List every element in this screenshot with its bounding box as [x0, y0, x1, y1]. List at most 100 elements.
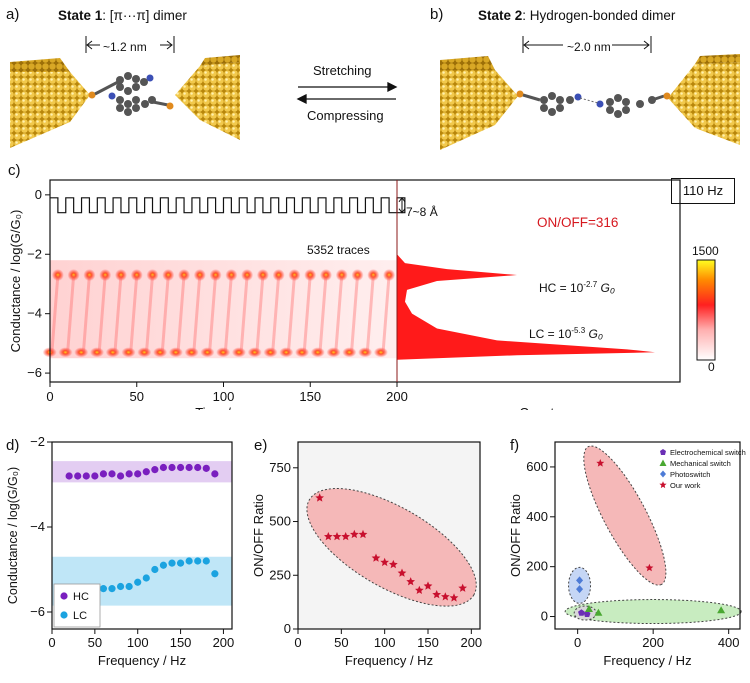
ratio-star-point [397, 568, 407, 577]
lc-point [159, 561, 168, 569]
lc-point [134, 578, 142, 586]
transition-streak [97, 274, 107, 353]
hc-hotspot [130, 269, 143, 282]
transition-streak [192, 274, 202, 353]
electrochemical-switch-point [583, 610, 591, 618]
panel-a-distance: ~1.2 nm [103, 40, 147, 54]
panel-d-legend [53, 583, 101, 628]
transition-streak [381, 274, 391, 353]
hc-hotspot [209, 269, 222, 282]
lc-hotspot [279, 347, 294, 358]
hc-point [116, 472, 125, 480]
transition-streak [318, 274, 328, 353]
ratio-star-point [415, 585, 424, 594]
lc-hotspot [295, 347, 310, 358]
hc-hotspot [241, 269, 254, 282]
panel-c-counts-label: Counts [519, 405, 561, 410]
x-tick-label: 100 [127, 635, 149, 650]
mechanical-switch-point [717, 606, 726, 614]
y-tick-label: 0 [541, 609, 548, 624]
ratio-star-point [458, 583, 467, 592]
transition-streak [176, 274, 186, 353]
transition-streak [129, 274, 139, 353]
panel-b-title-bold: State 2 [478, 8, 523, 23]
lc-hotspot [358, 347, 373, 358]
x-tick-label: 0 [574, 635, 581, 650]
transition-streak [160, 274, 170, 353]
y-tick-label: −4 [27, 306, 42, 321]
x-tick-label: 200 [460, 635, 482, 650]
hc-hotspot [114, 269, 127, 282]
panel-c-chart: 0 50 100 150 200 0 −2 −4 −6 Time / ms Counts Conduc… [8, 179, 716, 410]
x-tick-label: 50 [334, 635, 348, 650]
lc-hotspot [231, 347, 246, 358]
lc-hotspot [310, 347, 325, 358]
step-size-label: 7~8 Å [406, 205, 438, 219]
hc-level-label: HC = 10-2.7 G₀ [539, 280, 615, 295]
hc-hotspot [256, 269, 269, 282]
our-work-point [645, 563, 654, 572]
x-tick-label: 150 [170, 635, 192, 650]
legend-our-work-marker [659, 481, 667, 489]
step-arrow-head-bottom [398, 208, 406, 214]
legend-photoswitch-label: Photoswitch [670, 470, 710, 479]
step-arrow-head-top [398, 196, 406, 203]
y-tick-label: 0 [284, 621, 291, 636]
panel-a-distance-marker [85, 36, 175, 53]
hc-exponent: -2.7 [583, 280, 598, 289]
x-tick-label: 50 [130, 389, 144, 404]
panel-d-ylabel: Conductance / log(G/G₀) [6, 467, 20, 604]
ratio-star-point [358, 529, 368, 539]
transition-streak [302, 274, 312, 353]
stretching-label: Stretching [313, 63, 372, 78]
lc-hotspot [373, 347, 388, 358]
panel-c-xlabel: Time / ms [195, 405, 252, 410]
lc-point [211, 570, 219, 578]
transition-streak [271, 274, 281, 353]
x-tick-label: 100 [213, 389, 235, 404]
x-tick-label: 150 [417, 635, 439, 650]
panel-a-title: State 1: [π···π] dimer [58, 8, 187, 23]
our-work-point [596, 459, 605, 467]
panel-b-title: State 2: Hydrogen-bonded dimer [478, 8, 675, 23]
lc-hotspot [137, 347, 152, 358]
lc-point [151, 565, 159, 574]
x-tick-label: 0 [294, 635, 301, 650]
panel-b-left-electrode [440, 56, 518, 150]
conductance-histogram [397, 254, 655, 360]
legend-hc-marker [60, 592, 68, 600]
colorbar [696, 259, 716, 361]
y-tick-label: −2 [30, 434, 45, 449]
lc-label-text: LC = 10 [529, 327, 572, 341]
lc-point [176, 559, 185, 567]
our-work-cluster-ellipse [583, 445, 667, 586]
y-tick-label: 0 [35, 187, 42, 202]
colorbar-max-label: 1500 [692, 244, 719, 258]
panel-b-right-electrode [668, 54, 740, 145]
ratio-star-point [315, 493, 324, 502]
transition-streak [334, 274, 344, 353]
lc-point [202, 557, 210, 565]
hc-hotspot [367, 269, 380, 282]
hc-hotspot [288, 269, 301, 282]
x-tick-label: 0 [46, 389, 53, 404]
frequency-box: 110 Hz [671, 178, 735, 204]
transition-streak [145, 274, 155, 353]
mechanical-switch-point [594, 608, 603, 616]
y-tick-label: −6 [27, 365, 42, 380]
hc-hotspot [225, 269, 238, 282]
mechanical-switch-point [584, 605, 593, 613]
transition-streak [223, 274, 233, 353]
panel-f-ylabel: ON/OFF Ratio [508, 494, 523, 577]
switching-arrows [296, 81, 398, 105]
hc-hotspot [193, 269, 206, 282]
lc-point [142, 574, 150, 582]
hc-hotspot [146, 269, 159, 282]
photoswitch-point [576, 576, 584, 585]
hc-point [168, 463, 176, 472]
hc-point [159, 463, 168, 472]
lc-hotspot [153, 347, 168, 358]
panel-b-molecule-dimer [516, 90, 671, 118]
hc-hotspot [83, 269, 96, 282]
panel-e-letter: e) [254, 437, 268, 454]
